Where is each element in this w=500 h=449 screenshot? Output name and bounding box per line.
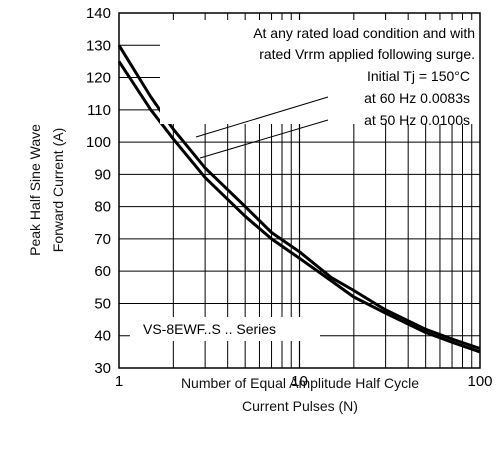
y-tick-label: 130 xyxy=(86,37,111,54)
x-tick-label: 10 xyxy=(291,373,308,390)
y-axis-label-line-2: Forward Current (A) xyxy=(50,128,66,252)
x-axis-label-line-2: Current Pulses (N) xyxy=(242,398,358,414)
leader-line-50hz xyxy=(199,119,329,159)
series-curve-60hz xyxy=(117,44,481,351)
series-note-background xyxy=(130,317,320,341)
x-axis-label-line-1: Number of Equal Amplitude Half Cycle xyxy=(181,375,419,391)
y-axis-label-line-1: Peak Half Sine Wave xyxy=(27,124,43,256)
curves xyxy=(117,44,481,354)
annotation-line-3: Initial Tj = 150°C xyxy=(367,68,470,84)
series-label-50hz: at 50 Hz 0.0100s xyxy=(364,112,470,128)
y-tick-label: 40 xyxy=(94,328,111,345)
plot-frame xyxy=(118,12,481,369)
y-tick-label: 70 xyxy=(94,231,111,248)
y-tick-label: 50 xyxy=(94,295,111,312)
y-tick-label: 60 xyxy=(94,263,111,280)
y-tick-label: 140 xyxy=(86,5,111,22)
y-tick-label: 110 xyxy=(87,102,111,119)
y-tick-label: 90 xyxy=(94,166,111,183)
x-tick-label: 100 xyxy=(467,373,492,390)
annotation-line-2: rated Vrrm applied following surge. xyxy=(259,46,475,62)
y-tick-label: 80 xyxy=(94,199,111,216)
series-note: VS-8EWF..S .. Series xyxy=(143,321,276,337)
leader-line-60hz xyxy=(195,96,329,138)
annotation-line-1: At any rated load condition and with xyxy=(253,25,475,41)
x-tick-label: 1 xyxy=(115,373,123,390)
y-tick-label: 120 xyxy=(86,70,111,87)
y-tick-label: 30 xyxy=(94,360,111,377)
series-label-60hz: at 60 Hz 0.0083s xyxy=(364,90,470,106)
series-curve-50hz xyxy=(117,60,481,354)
y-tick-label: 100 xyxy=(86,134,111,151)
annotation-background xyxy=(160,20,482,124)
